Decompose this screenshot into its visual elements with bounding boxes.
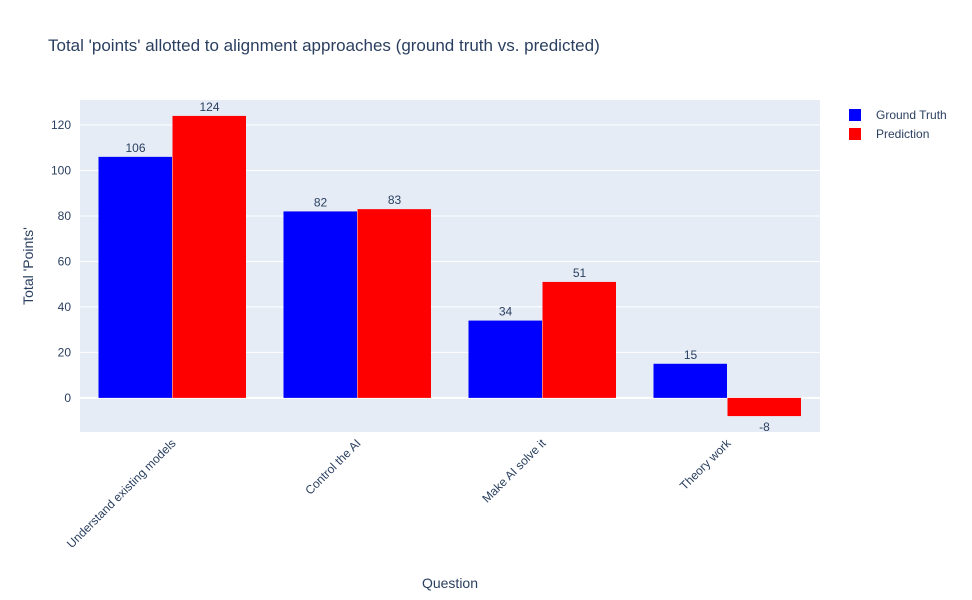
legend-label: Prediction (876, 127, 929, 141)
bar-value-label: 124 (199, 100, 219, 114)
x-axis-ticks: Understand existing models Control the AI… (64, 436, 734, 551)
legend-label: Ground Truth (876, 108, 947, 122)
bar (98, 156, 172, 398)
legend: Ground Truth Prediction (849, 108, 947, 141)
bar-labels: 106 82 34 15 124 83 51 -8 (125, 100, 770, 434)
y-tick-label: 100 (51, 163, 71, 177)
x-tick-label: Make AI solve it (479, 436, 549, 506)
chart-title: Total 'points' allotted to alignment app… (48, 36, 600, 55)
bar (468, 320, 542, 398)
legend-swatch (849, 128, 861, 140)
bar (542, 281, 616, 398)
x-tick-label: Theory work (677, 436, 734, 493)
bar (172, 115, 246, 398)
bar-value-label: 106 (125, 141, 145, 155)
bar-value-label: 34 (499, 305, 513, 319)
y-tick-label: 60 (58, 254, 72, 268)
y-tick-label: 80 (58, 209, 72, 223)
y-tick-label: 0 (64, 391, 71, 405)
bar-value-label: 83 (388, 193, 402, 207)
bar (283, 211, 357, 398)
bar-value-label: 51 (573, 266, 587, 280)
bar (357, 209, 431, 398)
bars (98, 115, 801, 417)
x-axis-title: Question (422, 575, 478, 591)
bar-value-label: 82 (314, 195, 328, 209)
bar-value-label: 15 (684, 348, 698, 362)
legend-swatch (849, 109, 861, 121)
x-tick-label: Understand existing models (64, 436, 179, 551)
y-axis-ticks: 0 20 40 60 80 100 120 (51, 118, 71, 405)
bar (727, 397, 801, 417)
x-tick-label: Control the AI (302, 436, 363, 497)
bar (653, 363, 727, 398)
y-axis-title: Total 'Points' (20, 227, 36, 305)
y-tick-label: 40 (58, 300, 72, 314)
y-tick-label: 120 (51, 118, 71, 132)
bar-value-label: -8 (759, 420, 770, 434)
y-tick-label: 20 (58, 345, 72, 359)
